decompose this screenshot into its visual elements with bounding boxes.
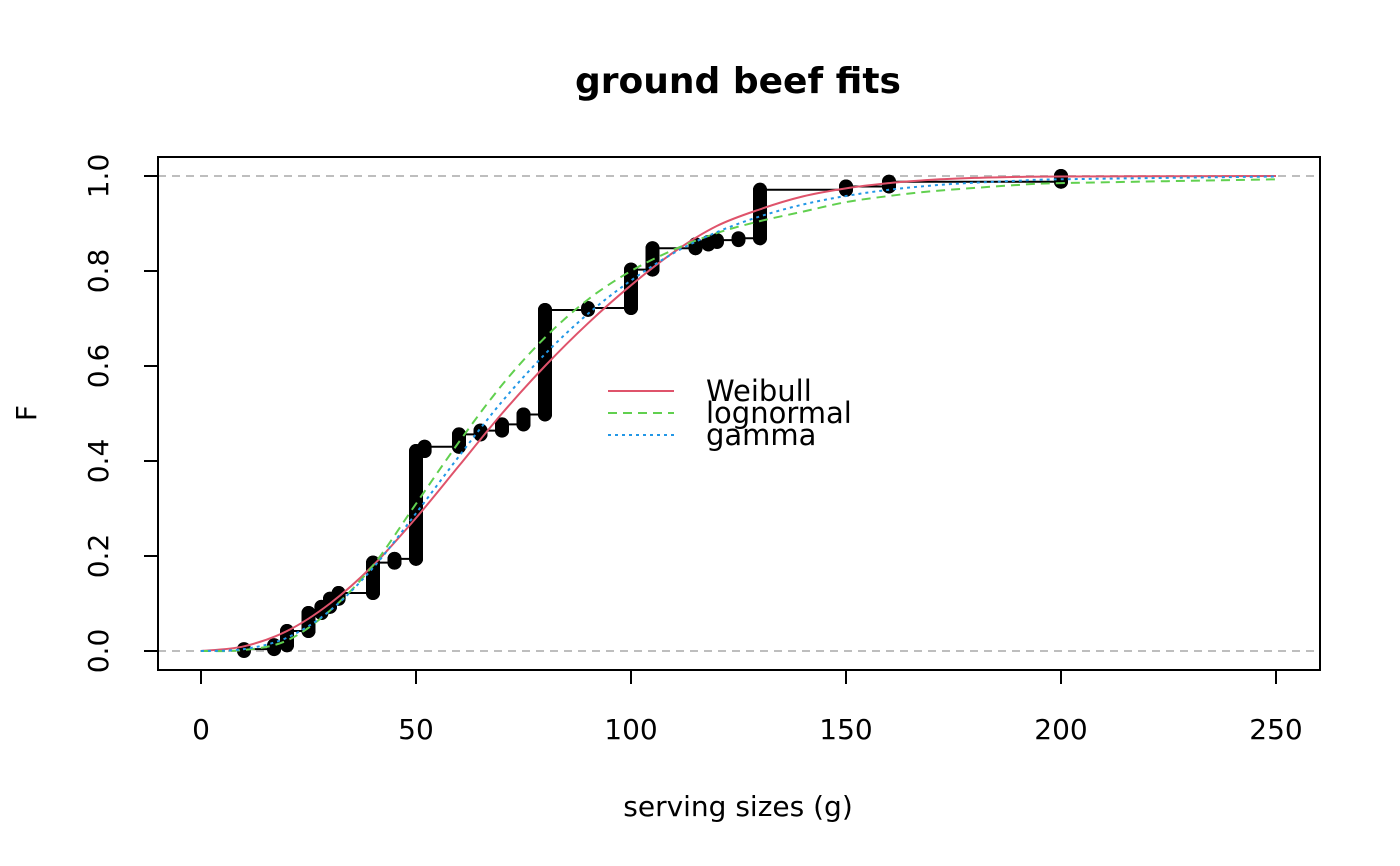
- ecdf-point-high-16: [581, 301, 595, 316]
- x-axis: 0 50 100 150 200 250: [192, 669, 1303, 746]
- ecdf-point-high-14: [516, 407, 531, 422]
- y-tick-label-3: 0.6: [82, 344, 115, 389]
- y-axis-label: F: [10, 405, 43, 421]
- ecdf-point-high-18: [645, 241, 660, 256]
- ecdf-point-low-7: [366, 586, 380, 601]
- ecdf-point-high-13: [495, 417, 509, 432]
- y-tick-label-4: 0.8: [82, 249, 115, 294]
- ecdf-point-low-2: [280, 638, 294, 653]
- x-tick-label-0: 0: [192, 713, 210, 746]
- x-tick-label-1: 50: [398, 713, 434, 746]
- y-axis: 0.0 0.2 0.4 0.6 0.8 1.0: [82, 154, 159, 674]
- ecdf-point-low-9: [409, 551, 423, 566]
- ecdf-point-low-3: [301, 624, 316, 639]
- ecdf-point-low-15: [538, 407, 552, 422]
- x-tick-label-4: 200: [1034, 713, 1087, 746]
- ecdf-point-high-15: [538, 302, 552, 317]
- ecdf-point-high-24: [839, 179, 853, 194]
- chart-title: ground beef fits: [575, 61, 901, 102]
- legend-label-lognormal: lognormal: [706, 396, 852, 430]
- ecdf-point-low-23: [753, 231, 767, 246]
- ecdf-point-high-11: [452, 427, 466, 442]
- curve-lognormal: [200, 178, 1277, 653]
- y-tick-label-2: 0.4: [82, 439, 115, 484]
- ecdf-point-high-25: [882, 174, 896, 189]
- y-tick-label-0: 0.0: [82, 629, 115, 674]
- curve-gamma: [200, 175, 1277, 652]
- x-tick-label-3: 150: [819, 713, 872, 746]
- ecdf-point-high-7: [366, 555, 380, 570]
- y-tick-label-5: 1.0: [82, 154, 115, 199]
- ecdf-point-low-14: [516, 417, 531, 432]
- fitted-curves: [200, 175, 1277, 653]
- ecdf-point-high-21: [710, 233, 724, 248]
- ecdf-point-low-17: [624, 301, 638, 316]
- ecdf-point-high-6: [331, 586, 346, 601]
- x-tick-label-5: 250: [1249, 713, 1302, 746]
- empirical-cdf: [237, 169, 1068, 658]
- ecdf-point-high-22: [731, 231, 746, 246]
- legend-label-weibull: Weibull: [706, 374, 812, 408]
- legend-label-gamma: gamma: [706, 418, 816, 452]
- y-tick-label-1: 0.2: [82, 534, 115, 579]
- ecdf-point-high-8: [387, 551, 402, 566]
- ecdf-point-high-10: [417, 439, 432, 454]
- x-axis-label: serving sizes (g): [623, 790, 853, 823]
- ecdf-point-high-23: [753, 182, 767, 197]
- ecdf-point-low-11: [452, 439, 466, 454]
- x-tick-label-2: 100: [604, 713, 657, 746]
